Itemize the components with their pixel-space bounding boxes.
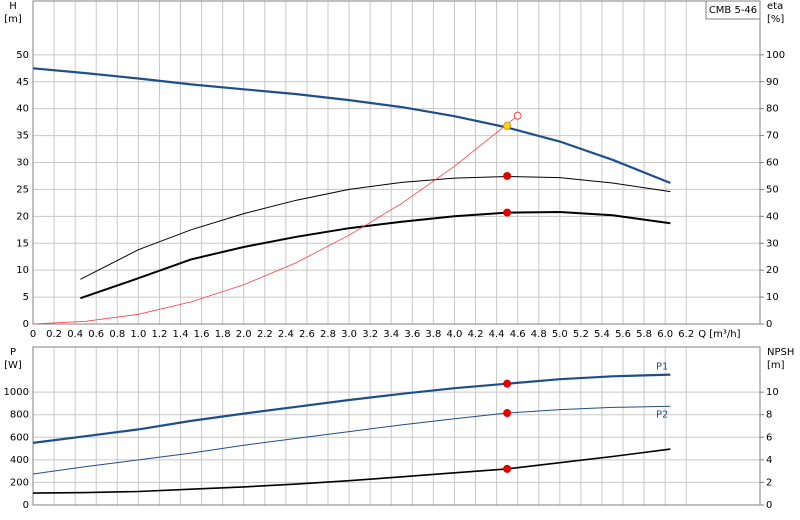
y2-tick-label: 60 (766, 158, 779, 169)
y-tick-label: 50 (16, 50, 29, 61)
x-tick-label: 2.6 (299, 329, 315, 340)
y-tick-label: 400 (10, 455, 29, 466)
title-box (705, 0, 761, 20)
y2-tick-label: 10 (766, 387, 779, 398)
x-tick-label: 4.2 (468, 329, 484, 340)
x-tick-label: 4.6 (510, 329, 526, 340)
y-tick-label: 45 (16, 77, 29, 88)
y-tick-label: 40 (16, 104, 29, 115)
y-tick-label: 600 (10, 432, 29, 443)
y-tick-label: 0 (23, 319, 29, 330)
x-tick-label: 1.8 (215, 329, 231, 340)
marker (503, 464, 512, 473)
x-tick-label: 5.2 (573, 329, 589, 340)
y2-tick-label: 30 (766, 238, 779, 249)
series-line (32, 405, 671, 475)
x-tick-label: 6.0 (657, 329, 673, 340)
x-tick-label: 5.4 (594, 329, 610, 340)
y-axis-unit: [W] (4, 360, 22, 371)
y2-tick-label: 0 (766, 500, 772, 511)
x-tick-label: 5.6 (615, 329, 631, 340)
x-tick-label: 5.0 (552, 329, 568, 340)
series-line (32, 448, 671, 494)
y-axis-unit: [m] (4, 14, 22, 25)
x-tick-label: 1.0 (130, 329, 146, 340)
y2-axis-unit: [%] (767, 14, 784, 25)
x-tick-label: 3.6 (404, 329, 420, 340)
x-tick-label: 2.0 (236, 329, 252, 340)
y-tick-label: 1000 (4, 387, 29, 398)
x-tick-label: 4.8 (531, 329, 547, 340)
y2-tick-label: 6 (766, 432, 772, 443)
chart-title: CMB 5-46 (709, 5, 757, 16)
x-tick-label: 0 (30, 329, 36, 340)
series-line (32, 115, 518, 325)
y2-axis-label: eta (767, 1, 783, 12)
y-tick-label: 20 (16, 211, 29, 222)
x-tick-label: 3.2 (362, 329, 378, 340)
y-tick-label: 800 (10, 410, 29, 421)
x-tick-label: 3.8 (425, 329, 441, 340)
y-axis-label: P (10, 347, 16, 358)
y-tick-label: 0 (23, 500, 29, 511)
y2-tick-label: 80 (766, 104, 779, 115)
y2-tick-label: 90 (766, 77, 779, 88)
y2-tick-label: 100 (766, 50, 785, 61)
y2-tick-label: 20 (766, 265, 779, 276)
x-tick-label: 0.8 (109, 329, 125, 340)
x-tick-label: 4.0 (446, 329, 462, 340)
x-tick-label: 6.2 (678, 329, 694, 340)
y2-tick-label: 2 (766, 477, 772, 488)
y2-tick-label: 4 (766, 455, 772, 466)
series-line (80, 210, 671, 300)
x-tick-label: 3.4 (383, 329, 399, 340)
y2-axis-unit: [m] (767, 360, 785, 371)
x-tick-label: 1.6 (194, 329, 210, 340)
marker (503, 208, 512, 217)
marker (503, 171, 512, 180)
y2-axis-label: NPSH (767, 347, 794, 358)
series-line (32, 67, 671, 185)
y-tick-label: 35 (16, 131, 29, 142)
series-line (80, 175, 671, 280)
series-line (32, 373, 671, 444)
x-tick-label: 1.4 (173, 329, 189, 340)
x-tick-label: 2.8 (320, 329, 336, 340)
x-tick-label: 1.2 (151, 329, 167, 340)
y-tick-label: 30 (16, 158, 29, 169)
series-label: P2 (656, 409, 668, 420)
x-tick-label: 2.4 (278, 329, 294, 340)
y-tick-label: 15 (16, 238, 29, 249)
x-tick-label: 0.6 (88, 329, 104, 340)
plot-frame (32, 0, 761, 325)
marker (503, 121, 512, 130)
x-tick-label: 4.4 (489, 329, 505, 340)
x-tick-label: 2.2 (257, 329, 273, 340)
x-tick-label: 5.8 (636, 329, 652, 340)
series-label: P1 (656, 362, 668, 373)
y2-tick-label: 0 (766, 319, 772, 330)
y2-tick-label: 50 (766, 184, 779, 195)
marker (503, 409, 512, 418)
x-tick-label: 0.2 (46, 329, 62, 340)
y-axis-label: H (9, 1, 17, 12)
y2-tick-label: 10 (766, 292, 779, 303)
y2-tick-label: 70 (766, 131, 779, 142)
x-tick-label: 0.4 (67, 329, 83, 340)
x-tick-label: 3.0 (341, 329, 357, 340)
y-tick-label: 10 (16, 265, 29, 276)
x-axis-label: Q [m³/h] (698, 329, 740, 340)
y2-tick-label: 8 (766, 410, 772, 421)
y-tick-label: 5 (23, 292, 29, 303)
y-tick-label: 200 (10, 477, 29, 488)
marker (503, 379, 512, 388)
y-tick-label: 25 (16, 184, 29, 195)
plot-frame (32, 346, 761, 506)
marker (513, 111, 522, 120)
y2-tick-label: 40 (766, 211, 779, 222)
